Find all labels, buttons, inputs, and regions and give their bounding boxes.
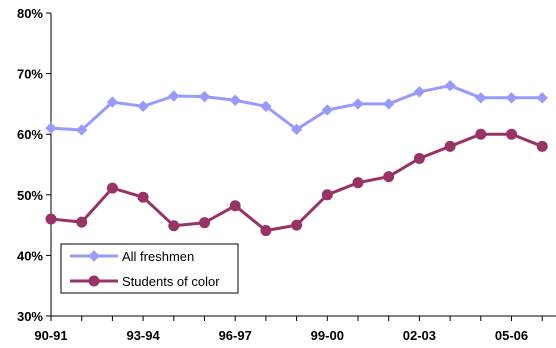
y-tick-label: 70% (17, 67, 43, 82)
data-point (413, 152, 425, 164)
data-point (475, 128, 487, 140)
data-point (352, 177, 364, 189)
y-axis-ticks: 30% 40% 50% 60% 70% 80% (17, 6, 51, 324)
y-tick-label: 30% (17, 309, 43, 324)
legend-item: All freshmen (70, 249, 194, 264)
data-point (198, 90, 211, 103)
data-point (137, 100, 149, 113)
data-point (75, 124, 88, 136)
series-all-freshmen (45, 80, 548, 136)
data-point (505, 92, 518, 104)
x-tick-label: 05-06 (495, 328, 528, 343)
legend-marker (88, 250, 100, 262)
y-tick-label: 50% (17, 188, 43, 203)
legend-item: Students of color (70, 274, 220, 289)
legend-label: All freshmen (122, 249, 194, 264)
data-point (106, 96, 119, 108)
data-point (199, 217, 210, 229)
data-point (444, 80, 456, 92)
data-point (321, 189, 333, 201)
legend-label: Students of color (122, 274, 220, 289)
data-point (291, 219, 303, 231)
data-point (260, 225, 272, 237)
x-tick-label: 02-03 (403, 328, 436, 343)
data-point (137, 191, 149, 203)
series-layer (45, 80, 548, 237)
series-line (50, 84, 543, 132)
data-point (168, 90, 180, 102)
data-point (383, 171, 395, 183)
data-point (45, 122, 57, 134)
data-point (76, 216, 88, 228)
legend: All freshmen Students of color (60, 243, 239, 294)
data-point (290, 123, 303, 136)
data-point (352, 98, 364, 110)
data-point (45, 213, 57, 225)
data-point (229, 200, 241, 212)
y-tick-label: 60% (17, 127, 43, 142)
series-students-of-color (45, 128, 548, 237)
data-point (106, 182, 118, 194)
data-point (475, 92, 487, 104)
y-tick-label: 40% (17, 248, 43, 263)
data-point (229, 94, 241, 106)
legend-marker (88, 275, 100, 287)
series-line (50, 132, 543, 233)
x-tick-label: 99-00 (311, 328, 344, 343)
data-point (168, 220, 180, 232)
x-tick-label: 93-94 (126, 328, 160, 343)
y-tick-label: 80% (17, 6, 43, 21)
x-tick-label: 90-91 (34, 328, 67, 343)
data-point (444, 140, 456, 152)
legend-items: All freshmen Students of color (70, 249, 220, 289)
data-point (260, 100, 272, 113)
x-axis-ticks: 90-91 93-94 96-97 99-00 02-03 05-06 (34, 316, 543, 343)
x-tick-label: 96-97 (219, 328, 252, 343)
data-point (321, 104, 334, 116)
data-point (536, 92, 548, 104)
data-point (536, 140, 548, 152)
data-point (413, 86, 426, 98)
data-point (382, 98, 395, 110)
plot-area: 30% 40% 50% 60% 70% 80% 90-91 93-94 96-97 99-00 0… (17, 6, 556, 343)
data-point (506, 128, 517, 140)
